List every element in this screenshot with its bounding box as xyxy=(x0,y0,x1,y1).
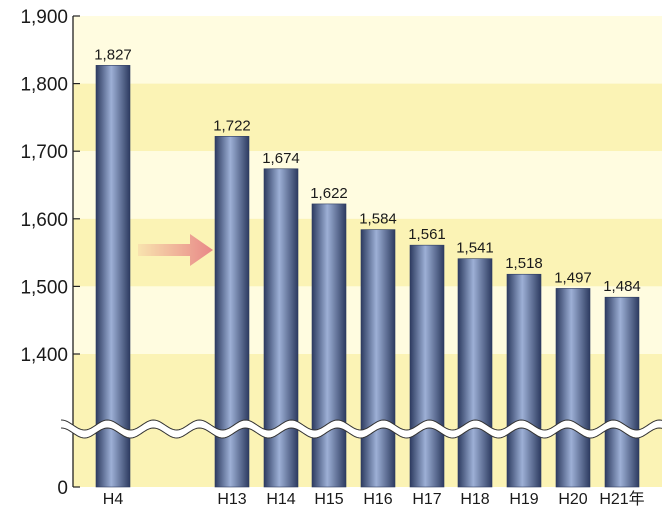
axis-break-gap xyxy=(61,420,662,438)
bar xyxy=(555,288,591,488)
data-label: 1,584 xyxy=(359,211,397,228)
axis-break-line xyxy=(60,419,662,431)
x-tick-label: H15 xyxy=(314,491,343,508)
axis-break-line xyxy=(60,427,662,439)
x-tick-label: H19 xyxy=(509,491,538,508)
x-tick-label: H13 xyxy=(217,491,246,508)
bar xyxy=(506,273,542,488)
y-tick-label: 1,900 xyxy=(20,7,68,28)
x-tick-label: H14 xyxy=(266,491,295,508)
data-label: 1,484 xyxy=(603,278,641,295)
x-tick-label: H20 xyxy=(558,491,587,508)
y-tick-label: 1,700 xyxy=(20,142,68,163)
bar xyxy=(409,244,445,488)
bar xyxy=(604,296,640,488)
background-band xyxy=(73,16,662,84)
background-band xyxy=(73,83,662,152)
bar xyxy=(311,203,347,488)
x-tick-label: H21年 xyxy=(599,490,644,508)
data-label: 1,722 xyxy=(213,117,251,134)
arrow-icon xyxy=(138,234,213,266)
data-label: 1,622 xyxy=(310,185,348,202)
bar xyxy=(360,229,396,488)
labels: 1,827 H4 1,722 H13 1,674 H14 1,622 H15 1,584 H16 1… xyxy=(94,46,644,508)
x-tick-label: H18 xyxy=(460,491,489,508)
y-tick-label: 1,800 xyxy=(20,75,68,96)
y-tick-label: 0 xyxy=(57,478,68,499)
transition-arrow xyxy=(138,234,213,266)
bar xyxy=(457,258,493,488)
bars xyxy=(95,65,640,488)
x-tick-label: H4 xyxy=(103,491,124,508)
data-label: 1,541 xyxy=(456,240,494,257)
data-label: 1,561 xyxy=(408,226,446,243)
x-tick-label: H17 xyxy=(412,491,441,508)
y-axis: 0 1,400 1,500 1,600 1,700 1,800 1,900 xyxy=(20,7,80,499)
x-tick-label: H16 xyxy=(363,491,392,508)
background-band xyxy=(73,151,662,219)
y-tick-label: 1,600 xyxy=(20,210,68,231)
data-label: 1,827 xyxy=(94,46,132,63)
data-label: 1,674 xyxy=(262,150,300,167)
axis-break xyxy=(60,419,662,439)
bar xyxy=(95,65,131,488)
bar xyxy=(263,168,299,488)
y-tick-label: 1,400 xyxy=(20,345,68,366)
data-label: 1,497 xyxy=(554,269,592,286)
y-tick-label: 1,500 xyxy=(20,277,68,298)
data-label: 1,518 xyxy=(505,255,543,272)
